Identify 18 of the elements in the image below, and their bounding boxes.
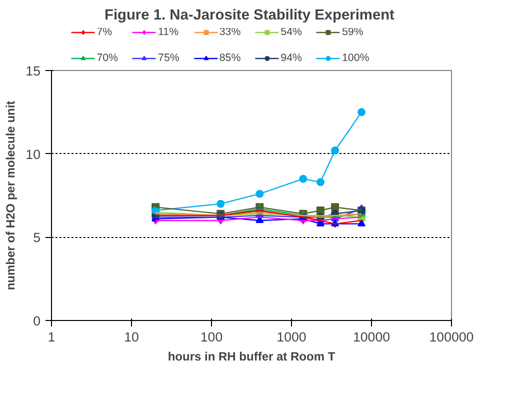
- y-tick-label: 15: [26, 64, 41, 78]
- y-tick-label: 10: [26, 146, 41, 162]
- y-axis-title: number of H2O per molecule unit: [4, 100, 18, 290]
- x-axis-title: hours in RH buffer at Room T: [168, 350, 336, 364]
- legend-label: 75%: [158, 52, 180, 64]
- chart-title: Figure 1. Na-Jarosite Stability Experiment: [104, 8, 395, 24]
- legend-label: 100%: [342, 52, 370, 64]
- legend-label: 94%: [280, 52, 302, 64]
- x-tick-label: 100000: [429, 330, 474, 344]
- x-tick-label: 1000: [276, 330, 306, 344]
- x-tick-label: 100: [200, 330, 223, 344]
- y-tick-label: 0: [33, 314, 41, 328]
- x-tick-label: 10000: [352, 330, 390, 344]
- legend-label: 70%: [96, 52, 118, 64]
- legend-label: 85%: [219, 52, 241, 64]
- y-tick-label: 5: [33, 230, 41, 246]
- x-tick-label: 10: [124, 330, 139, 344]
- x-tick-label: 1: [48, 330, 56, 344]
